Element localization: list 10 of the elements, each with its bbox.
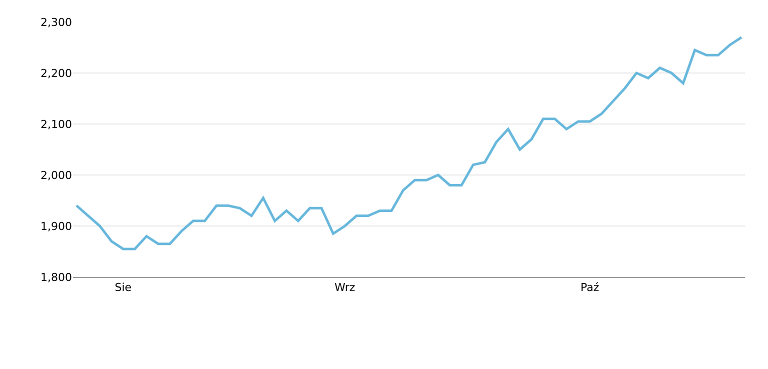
y-tick-label: 1,900	[40, 220, 72, 233]
x-tick-label: Wrz	[334, 281, 356, 294]
x-tick-label: Paź	[580, 281, 600, 294]
y-tick-label: 2,000	[40, 168, 72, 182]
y-tick-label: 1,800	[40, 270, 72, 284]
x-tick-label: Sie	[114, 281, 132, 294]
line-series	[75, 36, 743, 250]
y-tick-label: 2,300	[40, 16, 72, 29]
y-tick-label: 2,200	[40, 66, 72, 80]
y-tick-label: 2,100	[40, 118, 72, 131]
